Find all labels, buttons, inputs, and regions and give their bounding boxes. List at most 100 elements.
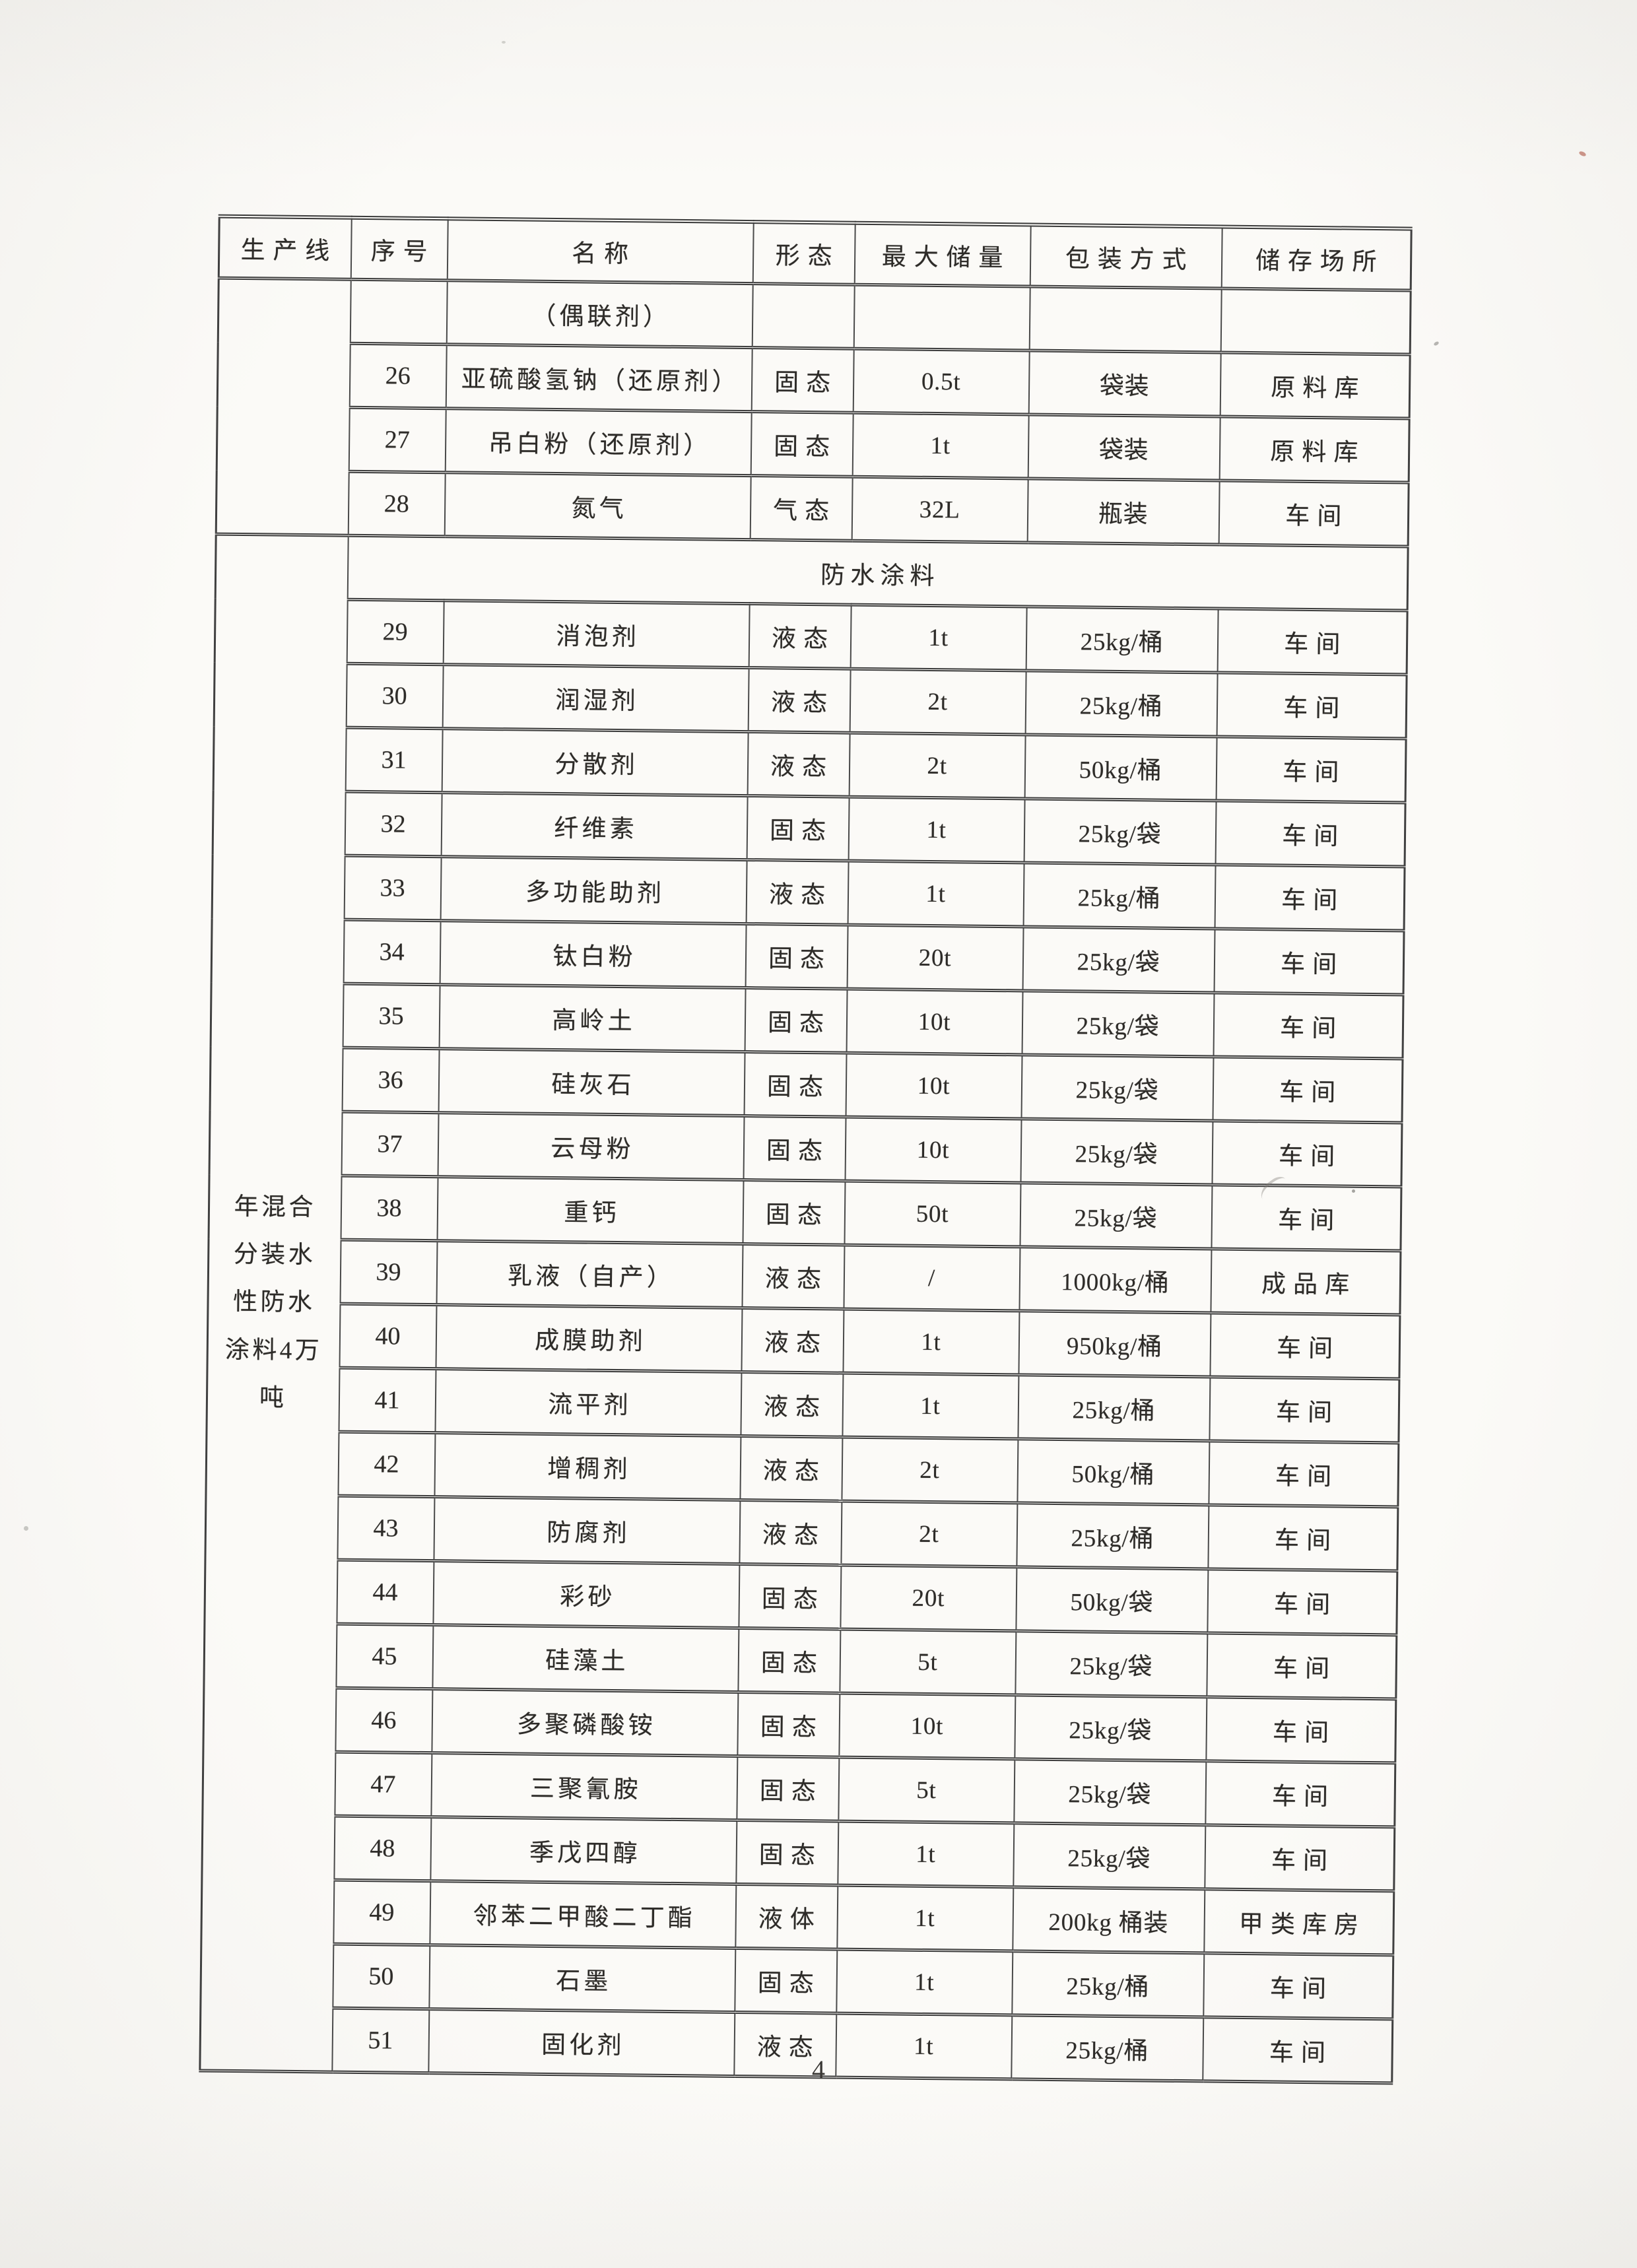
cell-packaging: 瓶装: [1027, 478, 1220, 545]
cell-max-storage: 0.5t: [853, 349, 1030, 415]
cell-storage-location: 车间: [1211, 1184, 1401, 1251]
cell-serial-number: 43: [337, 1496, 434, 1561]
cell-storage-location: 车间: [1219, 481, 1409, 547]
cell-max-storage: 10t: [846, 989, 1023, 1055]
cell-max-storage: 10t: [838, 1693, 1015, 1759]
scan-speck: [1578, 150, 1587, 158]
cell-max-storage: 2t: [840, 1501, 1017, 1567]
cell-storage-location: 车间: [1204, 1824, 1395, 1891]
cell-material-name: 重钙: [437, 1176, 744, 1244]
table-body: （偶联剂） 26 亚硫酸氢钠（还原剂） 固态 0.5t 袋装 原料库 27 吊白…: [199, 278, 1411, 2083]
cell-form: 液态: [739, 1436, 842, 1502]
cell-packaging: 50kg/桶: [1024, 734, 1217, 801]
cell-packaging: 25kg/桶: [1011, 1951, 1204, 2017]
cell-packaging: 25kg/桶: [1026, 606, 1219, 673]
page-number: 4: [812, 2055, 825, 2085]
cell-material-name: 三聚氰胺: [430, 1752, 737, 1820]
cell-material-name: 亚硫酸氢钠（还原剂）: [446, 344, 752, 412]
cell-serial-number: 40: [339, 1304, 437, 1369]
cell-storage-location: 车间: [1209, 1376, 1399, 1443]
cell-max-storage: 20t: [847, 925, 1024, 991]
table-row: 37 云母粉 固态 10t 25kg/袋 车间: [209, 1110, 1402, 1187]
cell-serial-number: 29: [347, 599, 444, 665]
cell-material-name: （偶联剂）: [446, 280, 753, 348]
table-container: 生产线 序号 名称 形态 最大储量 包装方式 储存场所 （偶联剂） 26 亚硫酸…: [199, 214, 1413, 2085]
cell-packaging: 25kg/袋: [1022, 926, 1215, 993]
cell-max-storage: 1t: [837, 1821, 1014, 1887]
cell-packaging: 25kg/桶: [1023, 862, 1216, 929]
cell-material-name: 氮气: [444, 472, 751, 540]
cell-max-storage: [853, 284, 1030, 350]
cell-serial-number: 37: [341, 1112, 439, 1177]
cell-material-name: 纤维素: [441, 792, 748, 860]
cell-form: 液态: [746, 859, 849, 925]
column-header-form: 形态: [752, 222, 855, 285]
cell-max-storage: 10t: [845, 1117, 1022, 1183]
cell-storage-location: 车间: [1215, 864, 1405, 931]
cell-material-name: 防腐剂: [433, 1496, 740, 1564]
cell-form: 气态: [750, 475, 853, 541]
scan-speck: [24, 1526, 28, 1531]
table-row: 36 硅灰石 固态 10t 25kg/袋 车间: [210, 1046, 1403, 1123]
cell-packaging: 25kg/袋: [1020, 1118, 1213, 1185]
cell-form: 固态: [737, 1692, 840, 1758]
column-header-serial-number: 序号: [351, 217, 448, 281]
cell-storage-location: 车间: [1207, 1568, 1397, 1635]
cell-storage-location: 甲类库房: [1203, 1888, 1394, 1955]
cell-serial-number: 49: [333, 1880, 430, 1945]
cell-material-name: 彩砂: [432, 1560, 739, 1628]
section-row: 年混合分装水性防水涂料4万吨 防水涂料: [199, 534, 1409, 2073]
hazardous-materials-storage-table: 生产线 序号 名称 形态 最大储量 包装方式 储存场所 （偶联剂） 26 亚硫酸…: [199, 214, 1413, 2085]
cell-packaging: [1029, 286, 1222, 353]
cell-packaging: 25kg/袋: [1013, 1758, 1206, 1825]
column-header-storage-location: 储存场所: [1221, 226, 1412, 291]
cell-material-name: 钛白粉: [440, 920, 747, 988]
cell-material-name: 季戊四醇: [430, 1817, 737, 1884]
cell-packaging: 950kg/桶: [1018, 1310, 1211, 1377]
section-title: 防水涂料: [347, 535, 1409, 611]
table-row: 27 吊白粉（还原剂） 固态 1t 袋装 原料库: [217, 406, 1410, 483]
cell-packaging: 25kg/袋: [1024, 798, 1217, 865]
cell-serial-number: 33: [344, 855, 442, 921]
production-line-cell: 年混合分装水性防水涂料4万吨: [199, 534, 349, 2073]
table-row: （偶联剂）: [216, 278, 1411, 536]
cell-packaging: 25kg/袋: [1021, 1054, 1214, 1121]
cell-packaging: 25kg/袋: [1015, 1630, 1207, 1697]
cell-storage-location: 车间: [1217, 609, 1408, 675]
cell-storage-location: 车间: [1205, 1696, 1396, 1763]
cell-form: 固态: [736, 1756, 839, 1822]
cell-max-storage: 20t: [840, 1565, 1017, 1631]
cell-packaging: 1000kg/桶: [1019, 1246, 1211, 1313]
cell-material-name: 硅灰石: [438, 1048, 745, 1116]
table-row: 44 彩砂 固态 20t 50kg/袋 车间: [205, 1558, 1397, 1635]
cell-packaging: 200kg 桶装: [1012, 1886, 1205, 1953]
column-header-packaging: 包装方式: [1030, 224, 1222, 289]
table-row: 43 防腐剂 液态 2t 25kg/桶 车间: [205, 1494, 1398, 1571]
cell-serial-number: 30: [346, 663, 444, 729]
cell-max-storage: 1t: [836, 1949, 1013, 2015]
column-header-name: 名称: [447, 218, 754, 284]
cell-storage-location: 车间: [1209, 1312, 1400, 1379]
cell-storage-location: 车间: [1205, 1760, 1395, 1827]
cell-storage-location: 车间: [1216, 737, 1407, 803]
cell-storage-location: 原料库: [1219, 417, 1410, 483]
cell-storage-location: 车间: [1212, 1056, 1403, 1123]
cell-serial-number: 48: [333, 1816, 431, 1881]
cell-max-storage: 1t: [852, 413, 1029, 479]
cell-form: 固态: [734, 1948, 837, 2014]
cell-form: 液态: [749, 603, 852, 669]
cell-max-storage: 32L: [852, 477, 1028, 543]
cell-material-name: 分散剂: [442, 728, 749, 796]
cell-max-storage: 10t: [846, 1053, 1022, 1119]
table-row: 50 石墨 固态 1t 25kg/桶 车间: [201, 1943, 1393, 2019]
cell-serial-number: 46: [335, 1688, 432, 1753]
cell-packaging: 50kg/桶: [1017, 1438, 1209, 1505]
cell-storage-location: 车间: [1208, 1440, 1399, 1507]
cell-form: 液态: [740, 1372, 843, 1438]
cell-max-storage: 1t: [848, 797, 1025, 863]
cell-form: [752, 283, 855, 349]
cell-storage-location: 车间: [1217, 673, 1407, 739]
cell-material-name: 流平剂: [434, 1368, 741, 1436]
cell-form: 固态: [742, 1180, 846, 1246]
